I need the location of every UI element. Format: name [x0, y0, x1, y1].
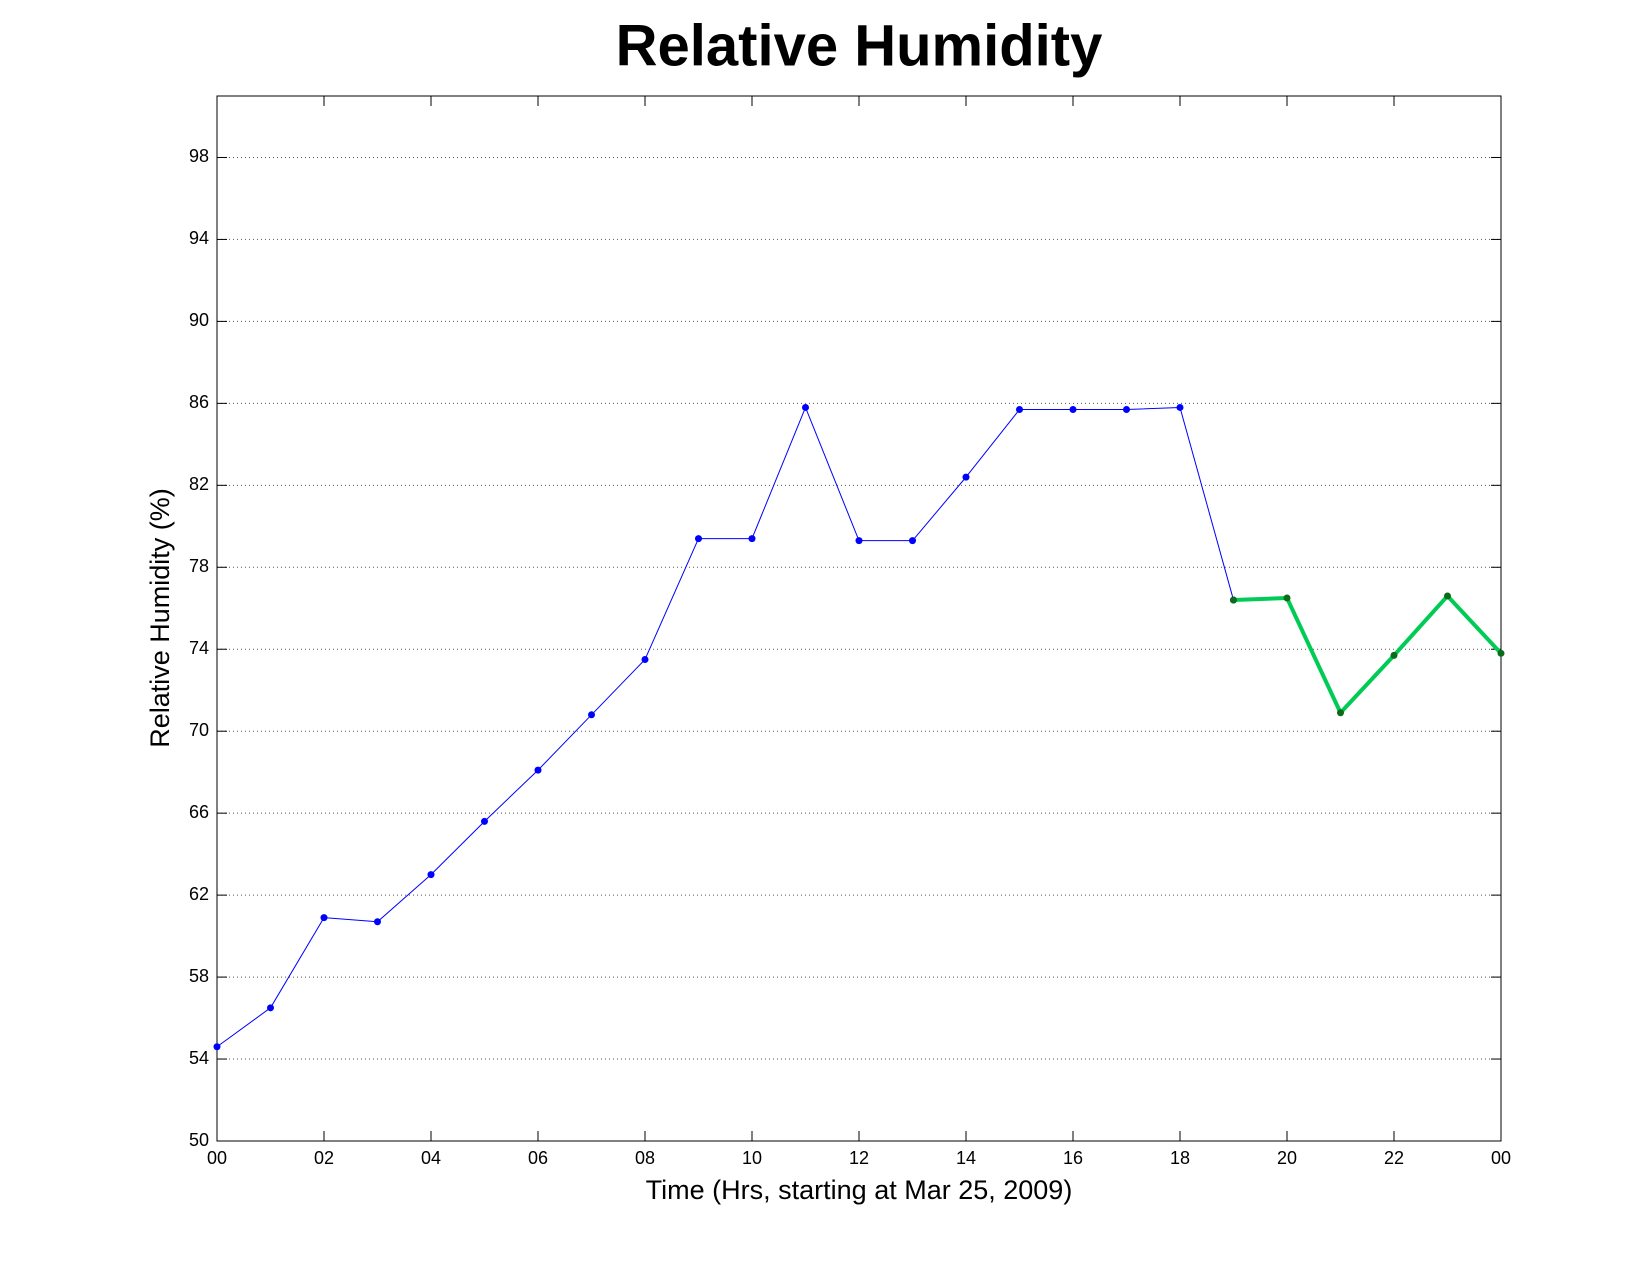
y-tick-label: 98: [189, 146, 209, 166]
x-tick-label: 14: [956, 1148, 976, 1168]
data-point: [1283, 594, 1291, 602]
y-tick-label: 70: [189, 720, 209, 740]
data-point: [748, 535, 756, 543]
y-tick-label: 66: [189, 802, 209, 822]
x-tick-label: 00: [1491, 1148, 1511, 1168]
x-tick-label: 04: [421, 1148, 441, 1168]
data-point: [641, 655, 649, 663]
data-point: [802, 403, 809, 411]
y-tick-label: 86: [189, 392, 209, 412]
data-point: [320, 914, 328, 922]
y-tick-label: 74: [189, 638, 209, 658]
data-point: [1016, 406, 1023, 413]
y-tick-label: 50: [189, 1130, 209, 1150]
y-tick-label: 94: [189, 228, 209, 248]
data-point: [962, 473, 970, 481]
y-tick-label: 90: [189, 310, 209, 330]
data-point: [1123, 406, 1130, 413]
data-point: [588, 711, 595, 719]
x-tick-label: 18: [1170, 1148, 1190, 1168]
x-tick-label: 10: [742, 1148, 762, 1168]
x-tick-label: 16: [1063, 1148, 1083, 1168]
y-tick-label: 78: [189, 556, 209, 576]
x-axis-label: Time (Hrs, starting at Mar 25, 2009): [646, 1175, 1073, 1205]
data-point: [213, 1043, 221, 1051]
data-point: [1444, 592, 1451, 600]
data-point: [1337, 709, 1344, 717]
data-point: [1497, 649, 1505, 657]
x-tick-label: 02: [314, 1148, 334, 1168]
x-tick-label: 20: [1277, 1148, 1297, 1168]
y-tick-label: 62: [189, 884, 209, 904]
x-tick-label: 00: [207, 1148, 227, 1168]
series-line: [1233, 593, 1503, 715]
data-point: [855, 537, 863, 545]
data-point: [1230, 596, 1237, 604]
data-point: [1176, 403, 1184, 411]
data-point: [695, 535, 702, 543]
data-point: [534, 766, 542, 774]
data-point: [1069, 406, 1077, 413]
y-axis-label: Relative Humidity (%): [145, 488, 175, 748]
data-point: [374, 918, 381, 926]
x-tick-label: 06: [528, 1148, 548, 1168]
data-point: [909, 537, 916, 545]
data-point: [427, 871, 435, 879]
chart-title: Relative Humidity: [616, 13, 1103, 78]
y-tick-label: 58: [189, 966, 209, 986]
x-tick-label: 12: [849, 1148, 869, 1168]
x-tick-label: 22: [1384, 1148, 1404, 1168]
data-point: [1390, 651, 1398, 659]
plot-frame: [216, 95, 1502, 1142]
series-line: [216, 406, 1234, 1048]
data-point: [481, 817, 488, 825]
x-tick-label: 08: [635, 1148, 655, 1168]
data-point: [267, 1004, 274, 1012]
y-tick-label: 54: [189, 1048, 209, 1068]
y-tick-label: 82: [189, 474, 209, 494]
